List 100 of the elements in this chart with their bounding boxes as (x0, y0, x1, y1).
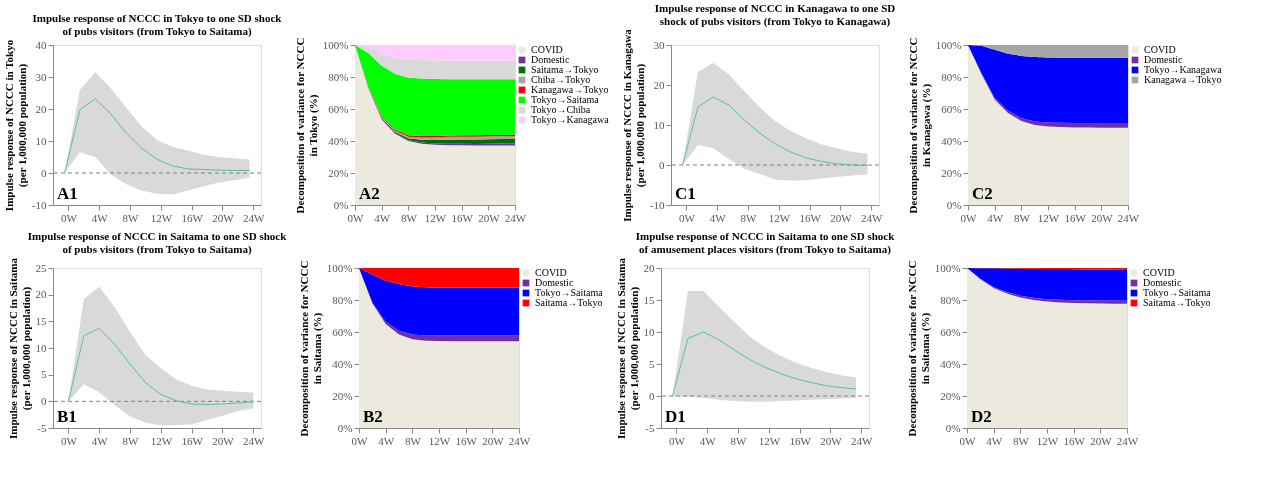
x-tick-label: 20W (1091, 211, 1114, 224)
x-tick-label: 24W (1117, 211, 1140, 224)
y-axis-title: Decomposition of variance for NCCC in Tokyo (%) (293, 37, 320, 214)
x-tick-label: 16W (181, 434, 204, 447)
legend-label: Tokyo→Kanagawa (531, 114, 610, 125)
x-tick-label: 0W (668, 434, 686, 447)
x-tick-label: 24W (851, 434, 874, 447)
x-tick-label: 4W (374, 211, 391, 224)
y-axis-title: Impulse response of NCCC in Saitama (per 1,000,000 population) (614, 257, 641, 440)
x-tick-label: 4W (91, 434, 109, 447)
legend-label: COVID (1143, 267, 1175, 278)
y-tick-label: 40% (941, 134, 962, 147)
x-tick-label: 0W (60, 211, 78, 224)
y-tick-label: 20% (940, 389, 961, 402)
x-tick-label: 20W (1090, 434, 1113, 447)
y-tick-label: -5 (37, 421, 47, 434)
y-tick-label: -10 (31, 198, 47, 211)
legend-label: Saitama→Tokyo (535, 297, 603, 308)
y-tick-label: 60% (940, 325, 961, 338)
y-tick-label: 80% (940, 293, 961, 306)
y-tick-label: 0 (649, 389, 655, 402)
legend-label: Kanagawa→Tokyo (1144, 74, 1222, 85)
x-tick-label: 16W (451, 211, 474, 224)
x-tick-label: 4W (91, 211, 109, 224)
x-tick-label: 24W (243, 211, 266, 224)
annotation: D1 (665, 407, 686, 426)
x-tick-label: 16W (1064, 211, 1087, 224)
y-axis-title: Impulse response of NCCC in Kanagawa (per 1,000,000 population) (620, 28, 647, 222)
legend-label: Chiba→Tokyo (531, 74, 591, 85)
y-tick-label: 5 (649, 357, 655, 370)
x-tick-label: 12W (768, 211, 791, 224)
x-tick-label: 24W (243, 434, 266, 447)
y-tick-label: -5 (645, 421, 655, 434)
y-tick-label: 100% (934, 261, 961, 274)
x-tick-label: 16W (181, 211, 204, 224)
y-tick-label: 20 (643, 261, 655, 274)
x-tick-label: 12W (150, 434, 173, 447)
x-tick-label: 0W (347, 211, 365, 224)
x-tick-label: 24W (861, 211, 884, 224)
y-tick-label: 40% (328, 134, 349, 147)
annotation: D2 (971, 407, 992, 426)
x-tick-label: 12W (1036, 434, 1059, 447)
x-tick-label: 20W (820, 434, 843, 447)
y-tick-label: 80% (941, 70, 962, 83)
legend-label: Tokyo→Saitama (1143, 287, 1212, 298)
line-series (672, 331, 857, 397)
x-tick-label: 8W (1012, 434, 1030, 447)
y-tick-label: 20 (653, 78, 665, 91)
x-tick-label: 20W (482, 434, 505, 447)
legend-label: Tokyo→Chiba (531, 104, 591, 115)
y-tick-label: 20 (35, 288, 47, 301)
y-tick-label: -10 (649, 198, 665, 211)
legend-label: Tokyo→Saitama (531, 94, 600, 105)
y-tick-label: 100% (326, 261, 353, 274)
legend-label: Kanagawa→Tokyo (531, 84, 609, 95)
x-tick-label: 8W (122, 434, 140, 447)
y-tick-label: 20% (332, 389, 353, 402)
legend-label: COVID (535, 267, 567, 278)
y-axis-title: Impulse response of NCCC in Tokyo (per 1,000,000 population) (2, 39, 29, 212)
y-tick-label: 0% (946, 198, 962, 211)
y-tick-label: 100% (322, 38, 349, 51)
y-axis-title: Decomposition of variance for NCCC in Saitama (%) (905, 260, 932, 437)
x-tick-label: 24W (1116, 434, 1139, 447)
y-tick-label: 30 (653, 38, 665, 51)
y-tick-label: 30 (35, 70, 47, 83)
y-tick-label: 80% (332, 293, 353, 306)
x-tick-label: 12W (758, 434, 781, 447)
x-tick-label: 20W (478, 211, 501, 224)
x-tick-label: 8W (730, 434, 748, 447)
legend-label: COVID (531, 44, 563, 55)
legend-label: Domestic (1143, 277, 1182, 288)
x-tick-label: 0W (60, 434, 78, 447)
annotation: C1 (675, 184, 696, 203)
line-series (67, 327, 254, 406)
y-tick-label: 5 (41, 368, 47, 381)
y-axis-title: Decomposition of variance for NCCC in Saitama (%) (297, 260, 324, 437)
x-tick-label: 12W (1037, 211, 1060, 224)
y-tick-label: 0% (333, 198, 349, 211)
x-tick-label: 8W (400, 211, 418, 224)
x-tick-label: 0W (960, 211, 978, 224)
y-tick-label: 20% (328, 166, 349, 179)
x-tick-label: 12W (150, 211, 173, 224)
x-tick-label: 4W (378, 434, 395, 447)
y-tick-label: 100% (935, 38, 962, 51)
annotation: B2 (363, 407, 383, 426)
x-tick-label: 8W (1013, 211, 1031, 224)
y-tick-label: 60% (941, 102, 962, 115)
annotation: A2 (359, 184, 380, 203)
legend-label: Saitama→Tokyo (1143, 297, 1211, 308)
y-tick-label: 40 (35, 38, 47, 51)
annotation: C2 (972, 184, 993, 203)
x-tick-label: 16W (799, 211, 822, 224)
x-tick-label: 0W (959, 434, 977, 447)
y-tick-label: 0% (945, 421, 961, 434)
y-tick-label: 20% (941, 166, 962, 179)
legend-label: Domestic (1144, 54, 1183, 65)
x-tick-label: 20W (830, 211, 853, 224)
line-series (682, 96, 868, 166)
x-tick-label: 8W (740, 211, 758, 224)
x-tick-label: 20W (212, 211, 235, 224)
